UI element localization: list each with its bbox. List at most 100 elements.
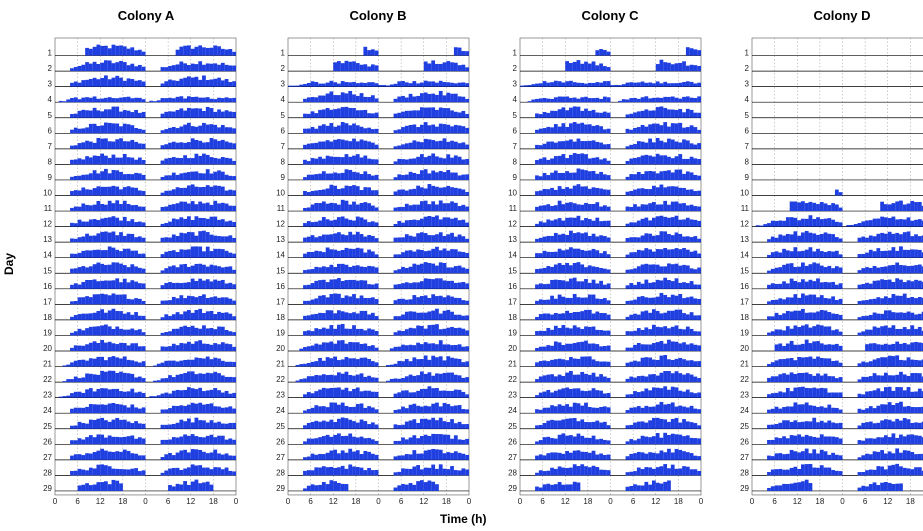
activity-bar [906,357,911,367]
activity-bar [693,191,698,196]
activity-bar [644,297,649,305]
activity-bar [465,191,469,196]
activity-bar [565,158,570,165]
activity-bar [370,470,375,476]
activity-bar [793,247,798,258]
activity-bar [228,65,233,72]
activity-bar [438,340,443,351]
activity-bar [446,250,451,258]
activity-bar [450,390,454,398]
activity-bar [370,329,375,336]
activity-bar [565,81,570,87]
activity-bar [355,63,360,72]
activity-bar [591,465,596,476]
activity-bar [914,467,918,476]
activity-bar [190,449,195,460]
activity-bar [812,405,817,414]
activity-bar [853,224,858,227]
activity-bar [209,264,214,274]
activity-bar [876,248,881,258]
activity-bar [435,204,439,212]
activity-bar [834,454,839,460]
activity-bar [435,82,439,87]
activity-bar [412,124,417,134]
activity-bar [685,47,690,56]
activity-bar [213,248,218,258]
activity-bar [224,236,229,243]
activity-bar [697,298,701,305]
activity-bar [655,173,660,180]
activity-bar [606,112,611,118]
day-label: 12 [508,220,517,229]
activity-bar [450,140,454,149]
activity-bar [374,330,379,336]
activity-bar [667,280,671,289]
activity-bar [553,341,558,351]
activity-bar [194,310,199,320]
day-label: 4 [745,95,750,104]
activity-bar [546,313,551,320]
day-label: 8 [513,157,518,166]
activity-bar [160,346,165,351]
activity-bar [77,206,82,212]
activity-bar [542,97,547,103]
activity-bar [782,420,786,429]
activity-bar [115,310,120,320]
day-label: 17 [43,297,52,306]
activity-bar [861,316,866,320]
activity-bar [96,186,101,196]
activity-bar [767,409,771,414]
activity-bar [73,440,78,445]
activity-bar [194,76,199,87]
activity-bar [629,314,634,320]
activity-bar [115,98,120,103]
activity-bar [797,327,802,336]
activity-bar [348,342,353,351]
activity-bar [205,298,210,305]
activity-bar [85,140,89,149]
activity-bar [408,250,413,258]
activity-bar [785,343,790,351]
activity-bar [130,299,135,305]
activity-bar [663,294,668,305]
activity-bar [442,434,447,445]
activity-bar [141,332,146,336]
activity-bar [355,342,360,351]
activity-bar [183,187,187,196]
activity-bar [314,467,319,476]
activity-bar [220,435,225,445]
activity-bar [838,409,843,414]
activity-bar [171,141,176,149]
activity-bar [595,141,600,149]
activity-bar [633,112,637,118]
activity-bar [431,388,436,398]
activity-bar [457,470,462,476]
activity-bar [423,450,428,460]
activity-bar [435,215,439,227]
activity-bar [224,453,229,460]
activity-bar [107,232,112,243]
activity-bar [141,129,146,134]
day-label: 16 [43,282,52,291]
activity-bar [100,77,105,87]
activity-bar [352,61,356,72]
activity-bar [232,377,236,383]
activity-bar [557,358,562,367]
activity-bar [205,80,210,87]
activity-bar [917,388,922,398]
activity-bar [921,437,923,445]
activity-bar [606,237,611,243]
activity-bar [561,467,566,476]
activity-bar [321,234,326,243]
activity-bar [88,141,93,149]
day-label: 22 [740,375,749,384]
activity-bar [423,418,428,429]
activity-bar [553,189,558,196]
activity-bar [827,420,832,429]
activity-bar [340,297,345,305]
activity-bar [587,235,592,243]
activity-bar [217,344,221,351]
activity-bar [697,96,701,103]
activity-bar [179,484,184,491]
activity-bar [682,127,686,134]
